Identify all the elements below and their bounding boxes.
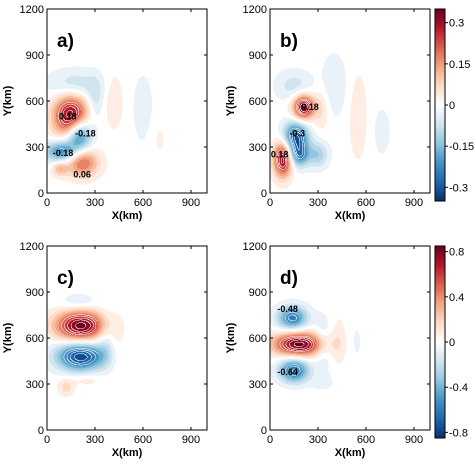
field-image-a	[47, 9, 207, 193]
panel-letter-c: c)	[57, 268, 74, 289]
contour-label-a: -0.18	[53, 148, 74, 158]
y-tick-label-c: 900	[26, 287, 44, 299]
y-tick-label-b: 900	[249, 50, 267, 62]
colorbar-tick-label-b: 0.3	[449, 18, 464, 30]
y-tick-label-d: 300	[249, 379, 267, 391]
x-axis-label-b: X(km)	[335, 210, 366, 222]
colorbar-tick-label-d: 0.4	[449, 292, 464, 304]
y-tick-label-b: 300	[249, 142, 267, 154]
y-tick-label-c: 300	[26, 379, 44, 391]
y-tick-label-a: 1200	[20, 4, 44, 16]
y-tick-label-a: 900	[26, 50, 44, 62]
colorbar-tick-label-d: -0.4	[449, 382, 468, 394]
contour-label-a: 0.18	[59, 111, 77, 121]
panel-a: 0 300 600 900 0 300 600 900 1200 X(km) Y(km) a) 0.18…	[2, 4, 208, 222]
contour-label-d: -0.48	[277, 304, 298, 314]
x-tick-label-a: 600	[134, 197, 152, 209]
colorbar-tick-label-d: 0.8	[449, 247, 464, 259]
x-tick-label-c: 600	[134, 434, 152, 446]
x-tick-label-c: 0	[44, 434, 50, 446]
colorbar-tick-label-b: 0.15	[449, 59, 470, 71]
y-axis-label-d: Y(km)	[225, 322, 237, 353]
y-tick-label-b: 0	[261, 188, 267, 200]
y-tick-label-d: 1200	[243, 241, 267, 253]
y-tick-label-d: 0	[261, 425, 267, 437]
y-tick-label-b: 1200	[243, 4, 267, 16]
colorbar-tick-label-d: -0.8	[449, 427, 468, 439]
contour-label-b: -0.3	[289, 128, 305, 138]
colorbar-tick-label-b: 0	[449, 100, 455, 112]
x-tick-label-a: 300	[86, 197, 104, 209]
y-axis-label-c: Y(km)	[2, 322, 14, 353]
y-tick-label-c: 1200	[20, 241, 44, 253]
panel-letter-b: b)	[280, 31, 298, 52]
panel-b: 0 300 600 900 0 300 600 900 1200 X(km) Y(km) b) 0.18…	[225, 4, 431, 222]
colorbar-tick-label-b: -0.15	[449, 141, 474, 153]
x-tick-label-d: 900	[405, 434, 423, 446]
field-image-b	[270, 9, 430, 193]
x-tick-label-a: 900	[182, 197, 200, 209]
colorbar-b: -0.3 -0.15 0 0.15 0.3	[434, 8, 474, 202]
x-tick-label-b: 0	[267, 197, 273, 209]
x-tick-label-d: 0	[267, 434, 273, 446]
y-tick-label-c: 600	[26, 333, 44, 345]
panel-letter-a: a)	[57, 31, 74, 52]
x-axis-label-d: X(km)	[335, 447, 366, 459]
y-axis-label-a: Y(km)	[2, 85, 14, 116]
y-tick-label-a: 300	[26, 142, 44, 154]
panel-c: 0 300 600 900 0 300 600 900 1200 X(km) Y(km) c)	[2, 241, 208, 459]
contour-label-b: 0.18	[301, 102, 319, 112]
panel-letter-d: d)	[280, 268, 298, 289]
x-tick-label-b: 900	[405, 197, 423, 209]
y-tick-label-c: 0	[38, 425, 44, 437]
x-tick-label-c: 900	[182, 434, 200, 446]
contour-label-d: -0.64	[277, 367, 298, 377]
colorbar-bar-d	[434, 245, 446, 439]
colorbar-tick-label-b: -0.3	[449, 182, 468, 194]
y-tick-label-d: 600	[249, 333, 267, 345]
colorbar-d: -0.8 -0.4 0 0.4 0.8	[434, 245, 468, 439]
x-tick-label-b: 600	[357, 197, 375, 209]
x-tick-label-c: 300	[86, 434, 104, 446]
x-tick-label-d: 600	[357, 434, 375, 446]
panel-d: 0 300 600 900 0 300 600 900 1200 X(km) Y(km) d) -0.4…	[225, 241, 431, 459]
contour-label-a: -0.18	[75, 128, 96, 138]
y-tick-label-d: 900	[249, 287, 267, 299]
field-image-c	[47, 246, 207, 430]
colorbar-bar-b	[434, 8, 446, 202]
colorbar-tick-label-d: 0	[449, 337, 455, 349]
y-tick-label-a: 0	[38, 188, 44, 200]
x-tick-label-d: 300	[309, 434, 327, 446]
x-tick-label-a: 0	[44, 197, 50, 209]
contour-label-b: 0.18	[271, 150, 289, 160]
y-tick-label-a: 600	[26, 96, 44, 108]
field-image-d	[270, 246, 430, 430]
x-axis-label-a: X(km)	[112, 210, 143, 222]
contour-label-a: 0.06	[73, 170, 91, 180]
y-axis-label-b: Y(km)	[225, 85, 237, 116]
x-tick-label-b: 300	[309, 197, 327, 209]
y-tick-label-b: 600	[249, 96, 267, 108]
x-axis-label-c: X(km)	[112, 447, 143, 459]
